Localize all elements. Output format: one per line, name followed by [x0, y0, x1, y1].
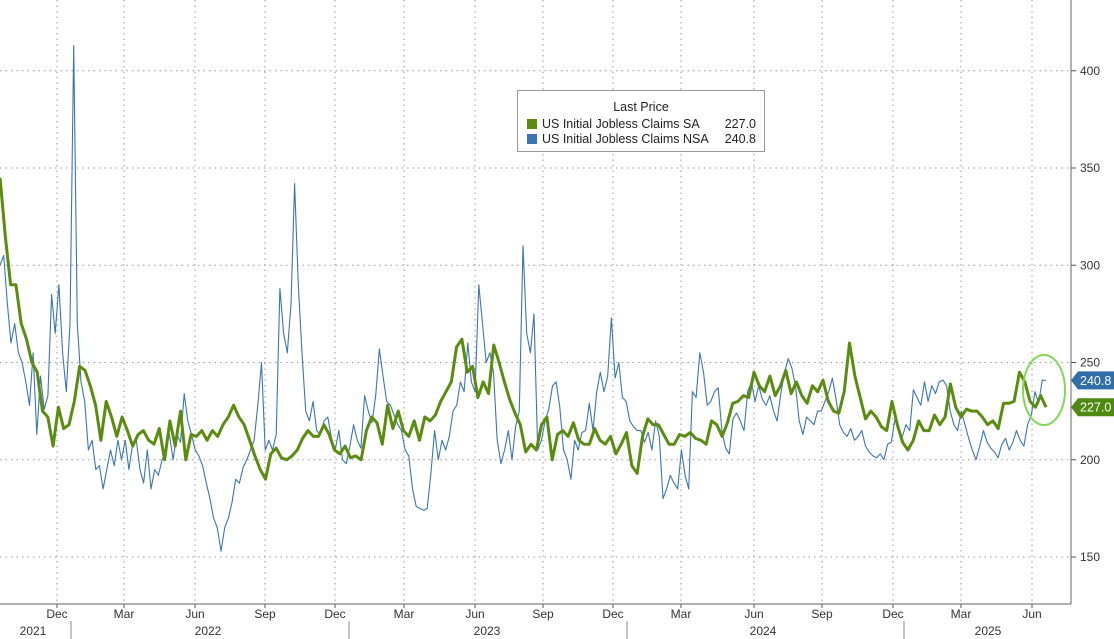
legend-box: Last Price US Initial Jobless Claims SA …: [517, 90, 765, 152]
x-tick-label: Mar: [671, 607, 692, 621]
x-tick-label: Sep: [532, 607, 554, 621]
legend-entry-nsa: US Initial Jobless Claims NSA 240.8: [527, 132, 756, 147]
x-tick-label: Dec: [324, 607, 345, 621]
series-layer: [0, 44, 1048, 552]
x-tick-label: Dec: [882, 607, 903, 621]
grid-layer: [0, 0, 1071, 604]
last-value-tag-bg: [1071, 398, 1114, 417]
legend-title: Last Price: [613, 100, 669, 114]
last-value-tag-label: 240.8: [1080, 374, 1111, 388]
x-tick-label: Sep: [254, 607, 276, 621]
legend-value-sa: 227.0: [724, 117, 756, 131]
x-tick-label: Dec: [602, 607, 623, 621]
x-tick-label: Jun: [1022, 607, 1041, 621]
year-label: 2022: [195, 624, 222, 638]
y-tick-label: 200: [1080, 453, 1100, 467]
year-label: 2021: [20, 624, 47, 638]
x-tick-label: Jun: [185, 607, 204, 621]
legend-entry-sa: US Initial Jobless Claims SA 227.0: [527, 117, 756, 132]
y-tick-label: 400: [1080, 64, 1100, 78]
x-tick-label: Jun: [465, 607, 484, 621]
highlight-ellipse: [1022, 354, 1066, 426]
last-value-tag: 227.0: [1071, 398, 1114, 417]
x-tick-label: Dec: [46, 607, 67, 621]
year-label: 2023: [474, 624, 501, 638]
year-label: 2025: [975, 624, 1002, 638]
legend-label-sa: US Initial Jobless Claims SA: [542, 117, 700, 131]
x-tick-label: Jun: [744, 607, 763, 621]
series-line-nsa: [0, 44, 1047, 552]
y-tick-label: 350: [1080, 161, 1100, 175]
x-tick-label: Mar: [951, 607, 972, 621]
x-tick-label: Mar: [114, 607, 135, 621]
last-value-tag-bg: [1071, 371, 1114, 390]
x-tick-label: Sep: [811, 607, 833, 621]
legend-swatch-nsa: [527, 134, 537, 144]
y-tick-label: 250: [1080, 356, 1100, 370]
last-value-tag-label: 227.0: [1080, 401, 1111, 415]
y-tick-label: 300: [1080, 258, 1100, 272]
year-label: 2024: [750, 624, 777, 638]
last-value-tag: 240.8: [1071, 371, 1114, 390]
y-tick-label: 150: [1080, 550, 1100, 564]
legend-value-nsa: 240.8: [724, 132, 756, 146]
legend-swatch-sa: [527, 119, 537, 129]
series-line-sa: [0, 177, 1048, 481]
x-tick-label: Mar: [394, 607, 415, 621]
legend-label-nsa: US Initial Jobless Claims NSA: [542, 132, 709, 146]
